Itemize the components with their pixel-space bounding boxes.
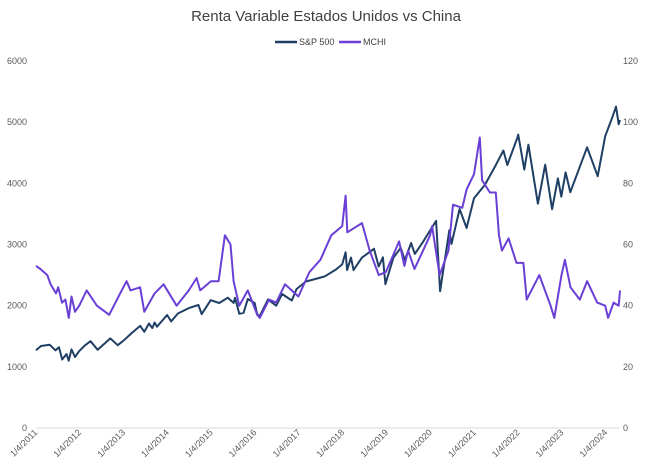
y-right-tick-label: 40 (623, 301, 633, 311)
y-right-tick-label: 20 (623, 362, 633, 372)
y-left-tick-label: 3000 (7, 240, 27, 250)
y-right-tick-label: 0 (623, 423, 628, 433)
legend-item-sp500: S&P 500 (275, 37, 334, 47)
y-axis-left: 0 1000 2000 3000 4000 5000 6000 (7, 56, 27, 433)
legend: S&P 500 MCHI (275, 37, 386, 47)
y-left-tick-label: 0 (22, 423, 27, 433)
y-right-tick-label: 60 (623, 240, 633, 250)
y-right-tick-label: 120 (623, 56, 638, 66)
y-left-tick-label: 4000 (7, 178, 27, 188)
legend-label-sp500: S&P 500 (299, 37, 334, 47)
y-left-tick-label: 6000 (7, 56, 27, 66)
y-left-tick-label: 5000 (7, 117, 27, 127)
series-line-sp500 (35, 105, 621, 362)
y-axis-right: 0 20 40 60 80 100 120 (623, 56, 638, 433)
series-line-mchi (35, 136, 621, 319)
legend-label-mchi: MCHI (363, 37, 386, 47)
legend-item-mchi: MCHI (339, 37, 386, 47)
y-right-tick-label: 100 (623, 117, 638, 127)
y-left-tick-label: 2000 (7, 301, 27, 311)
y-left-tick-label: 1000 (7, 362, 27, 372)
chart-title: Renta Variable Estados Unidos vs China (191, 8, 462, 25)
y-right-tick-label: 80 (623, 178, 633, 188)
plot-area (35, 105, 621, 362)
